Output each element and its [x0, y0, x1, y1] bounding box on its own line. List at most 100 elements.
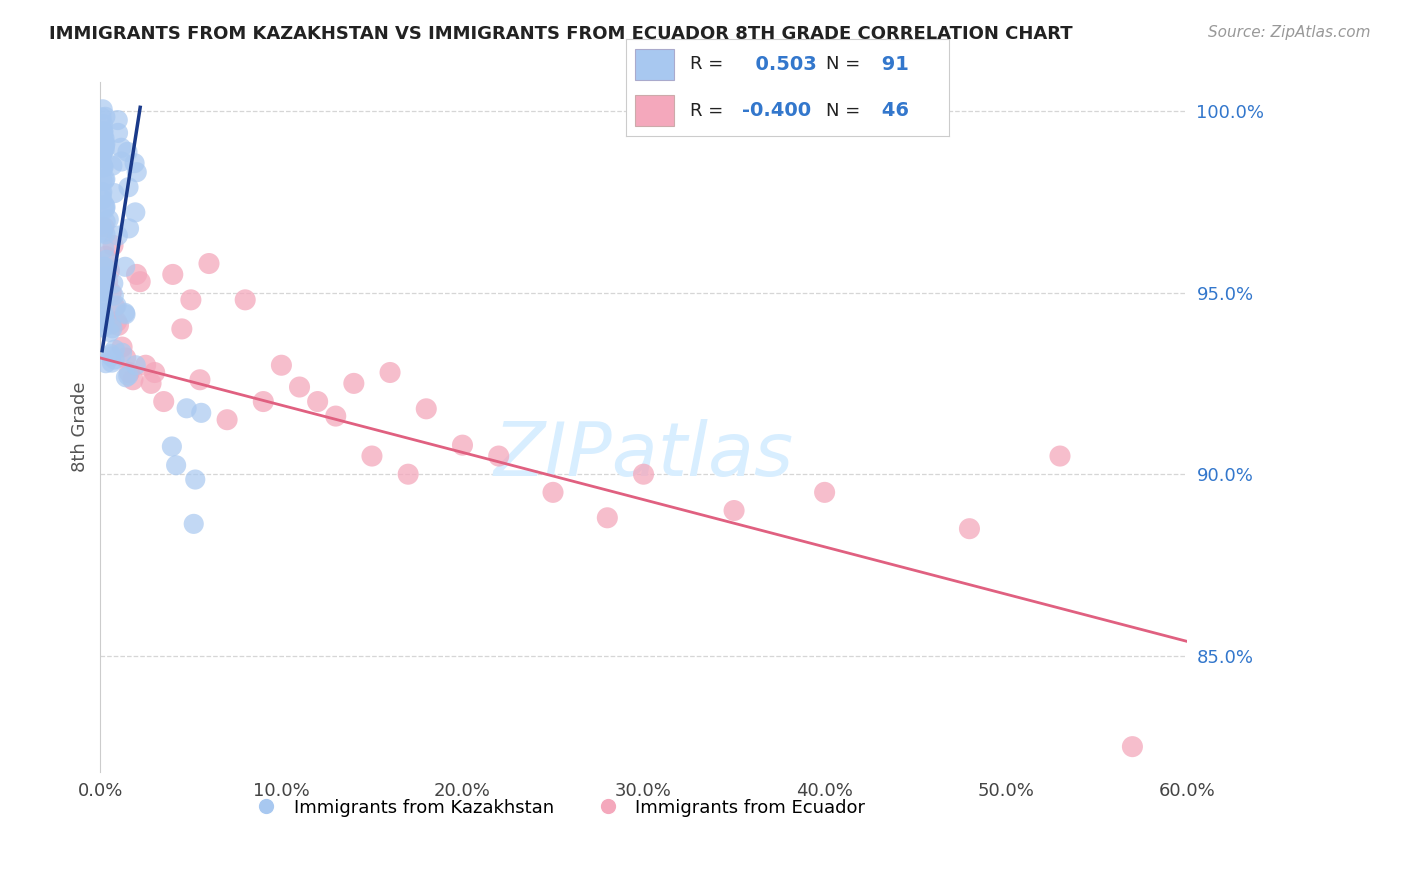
Point	[378, 366, 401, 380]
Point	[94, 227, 117, 242]
Point	[115, 370, 138, 384]
Point	[93, 128, 115, 143]
Point	[105, 299, 128, 313]
Point	[90, 218, 112, 232]
Point	[170, 322, 193, 336]
Point	[93, 143, 115, 157]
Point	[93, 161, 115, 175]
Point	[1049, 449, 1071, 463]
Point	[184, 473, 207, 487]
Point	[125, 358, 148, 372]
Point	[152, 394, 174, 409]
Point	[139, 376, 162, 391]
Point	[541, 485, 564, 500]
Point	[91, 173, 114, 187]
Point	[180, 293, 202, 307]
Text: 91: 91	[875, 54, 908, 74]
Point	[252, 394, 274, 409]
Point	[93, 270, 115, 285]
Point	[596, 510, 619, 524]
Point	[91, 284, 114, 298]
Point	[233, 293, 256, 307]
Point	[93, 242, 115, 256]
Point	[94, 136, 117, 151]
Text: R =: R =	[690, 102, 724, 120]
Point	[98, 264, 121, 278]
Point	[101, 321, 124, 335]
Point	[94, 356, 117, 370]
Point	[415, 401, 437, 416]
Point	[93, 271, 115, 285]
Point	[94, 172, 117, 186]
Point	[396, 467, 419, 482]
Point	[198, 256, 221, 270]
Point	[103, 277, 125, 291]
Point	[91, 320, 114, 334]
Point	[96, 268, 118, 283]
Point	[97, 212, 120, 227]
Point	[93, 220, 115, 235]
Point	[100, 356, 122, 370]
FancyBboxPatch shape	[636, 49, 675, 79]
Point	[91, 185, 114, 199]
Point	[93, 136, 115, 150]
Point	[114, 306, 136, 320]
Point	[723, 503, 745, 517]
Text: 0.503: 0.503	[742, 54, 817, 74]
Legend: Immigrants from Kazakhstan, Immigrants from Ecuador: Immigrants from Kazakhstan, Immigrants f…	[242, 791, 872, 824]
Point	[111, 340, 134, 354]
Point	[105, 315, 128, 329]
Point	[94, 215, 117, 229]
Point	[488, 449, 510, 463]
Point	[103, 186, 125, 201]
Point	[104, 343, 127, 357]
Y-axis label: 8th Grade: 8th Grade	[72, 382, 89, 472]
Point	[959, 522, 981, 536]
Point	[143, 366, 166, 380]
Point	[94, 202, 117, 216]
Point	[94, 139, 117, 153]
Point	[91, 125, 114, 139]
Point	[94, 249, 117, 263]
Point	[1121, 739, 1143, 754]
Point	[97, 275, 120, 289]
Point	[288, 380, 311, 394]
Point	[114, 351, 136, 365]
Point	[91, 160, 114, 174]
Point	[107, 113, 129, 128]
Point	[117, 180, 139, 194]
Text: 46: 46	[875, 101, 908, 120]
Point	[124, 205, 146, 219]
Point	[100, 347, 122, 361]
Point	[104, 352, 127, 367]
Point	[93, 260, 115, 274]
Point	[188, 373, 211, 387]
Point	[125, 268, 148, 282]
Point	[117, 145, 139, 159]
Text: Source: ZipAtlas.com: Source: ZipAtlas.com	[1208, 25, 1371, 40]
Point	[124, 156, 146, 170]
Point	[307, 394, 329, 409]
Point	[93, 173, 115, 187]
Point	[111, 345, 134, 359]
Point	[93, 260, 115, 274]
Text: -0.400: -0.400	[742, 101, 811, 120]
Text: ZIPatlas: ZIPatlas	[494, 418, 793, 491]
Point	[217, 413, 239, 427]
Text: IMMIGRANTS FROM KAZAKHSTAN VS IMMIGRANTS FROM ECUADOR 8TH GRADE CORRELATION CHAR: IMMIGRANTS FROM KAZAKHSTAN VS IMMIGRANTS…	[49, 25, 1073, 43]
Point	[91, 158, 114, 172]
Point	[93, 131, 115, 145]
Point	[343, 376, 366, 391]
Text: R =: R =	[690, 55, 724, 73]
Point	[176, 401, 198, 416]
Point	[325, 409, 347, 423]
Point	[98, 325, 121, 339]
Point	[90, 111, 112, 125]
Point	[91, 222, 114, 236]
Point	[101, 238, 124, 252]
Point	[90, 186, 112, 201]
Point	[633, 467, 655, 482]
Point	[91, 124, 114, 138]
Point	[270, 358, 292, 372]
Point	[110, 154, 132, 169]
